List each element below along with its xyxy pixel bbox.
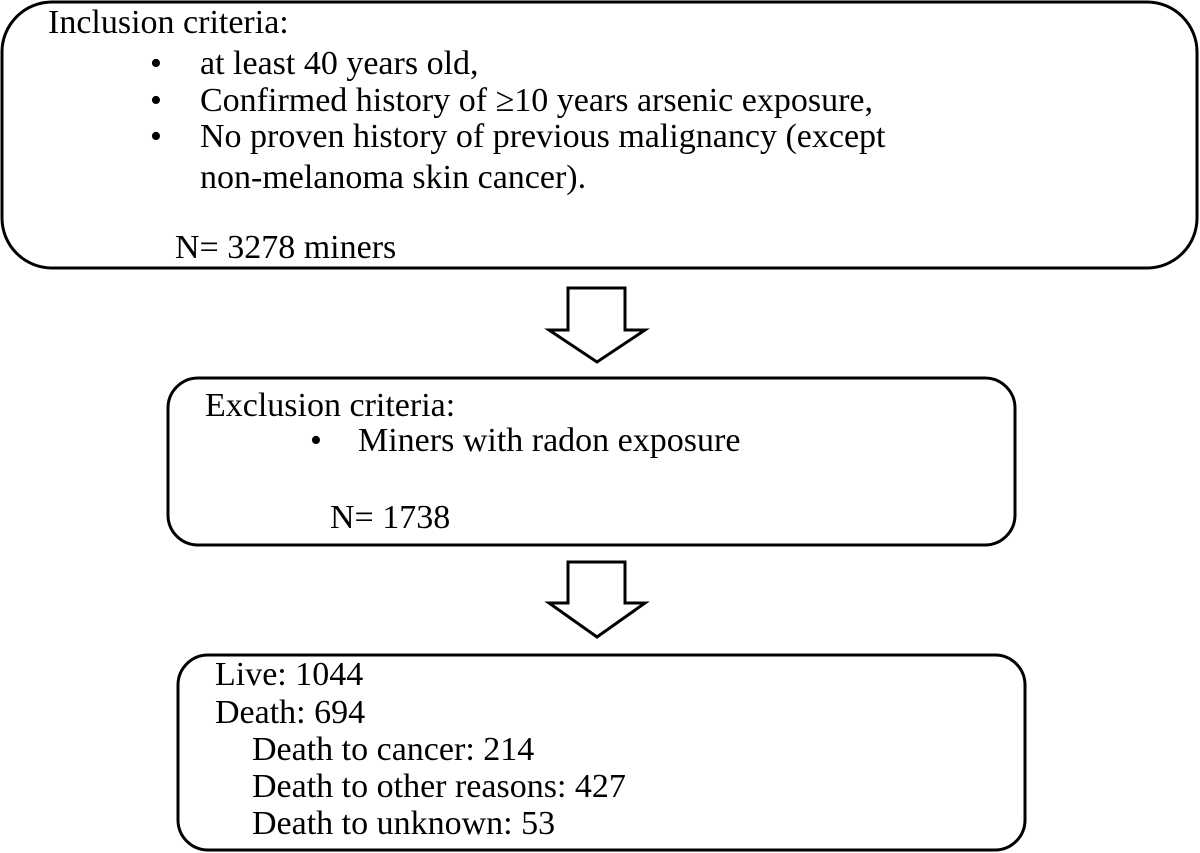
death-cause: Death to unknown: 53: [252, 805, 555, 842]
outcome: Live: 1044: [215, 656, 363, 693]
criterion: Miners with radon exposure: [358, 422, 740, 459]
outcome: Death: 694: [215, 694, 365, 731]
arrow: [544, 560, 650, 639]
bullet: •: [150, 45, 162, 82]
bullet: •: [150, 118, 162, 155]
criterion: at least 40 years old,: [200, 45, 479, 82]
count: N= 1738: [330, 499, 450, 536]
box-title: Inclusion criteria:: [48, 4, 289, 41]
criterion: non-melanoma skin cancer).: [200, 159, 586, 196]
criterion: Confirmed history of ≥10 years arsenic e…: [200, 82, 873, 119]
criterion: No proven history of previous malignancy…: [200, 118, 886, 155]
count: N= 3278 miners: [175, 229, 396, 266]
exclusion-box: [166, 376, 1017, 547]
bullet: •: [150, 82, 162, 119]
box-title: Exclusion criteria:: [205, 387, 455, 424]
death-cause: Death to other reasons: 427: [252, 768, 626, 805]
bullet: •: [310, 422, 322, 459]
arrow: [544, 286, 650, 364]
inclusion-box: [0, 0, 1199, 270]
death-cause: Death to cancer: 214: [252, 731, 534, 768]
outcome-box: [176, 653, 1027, 852]
